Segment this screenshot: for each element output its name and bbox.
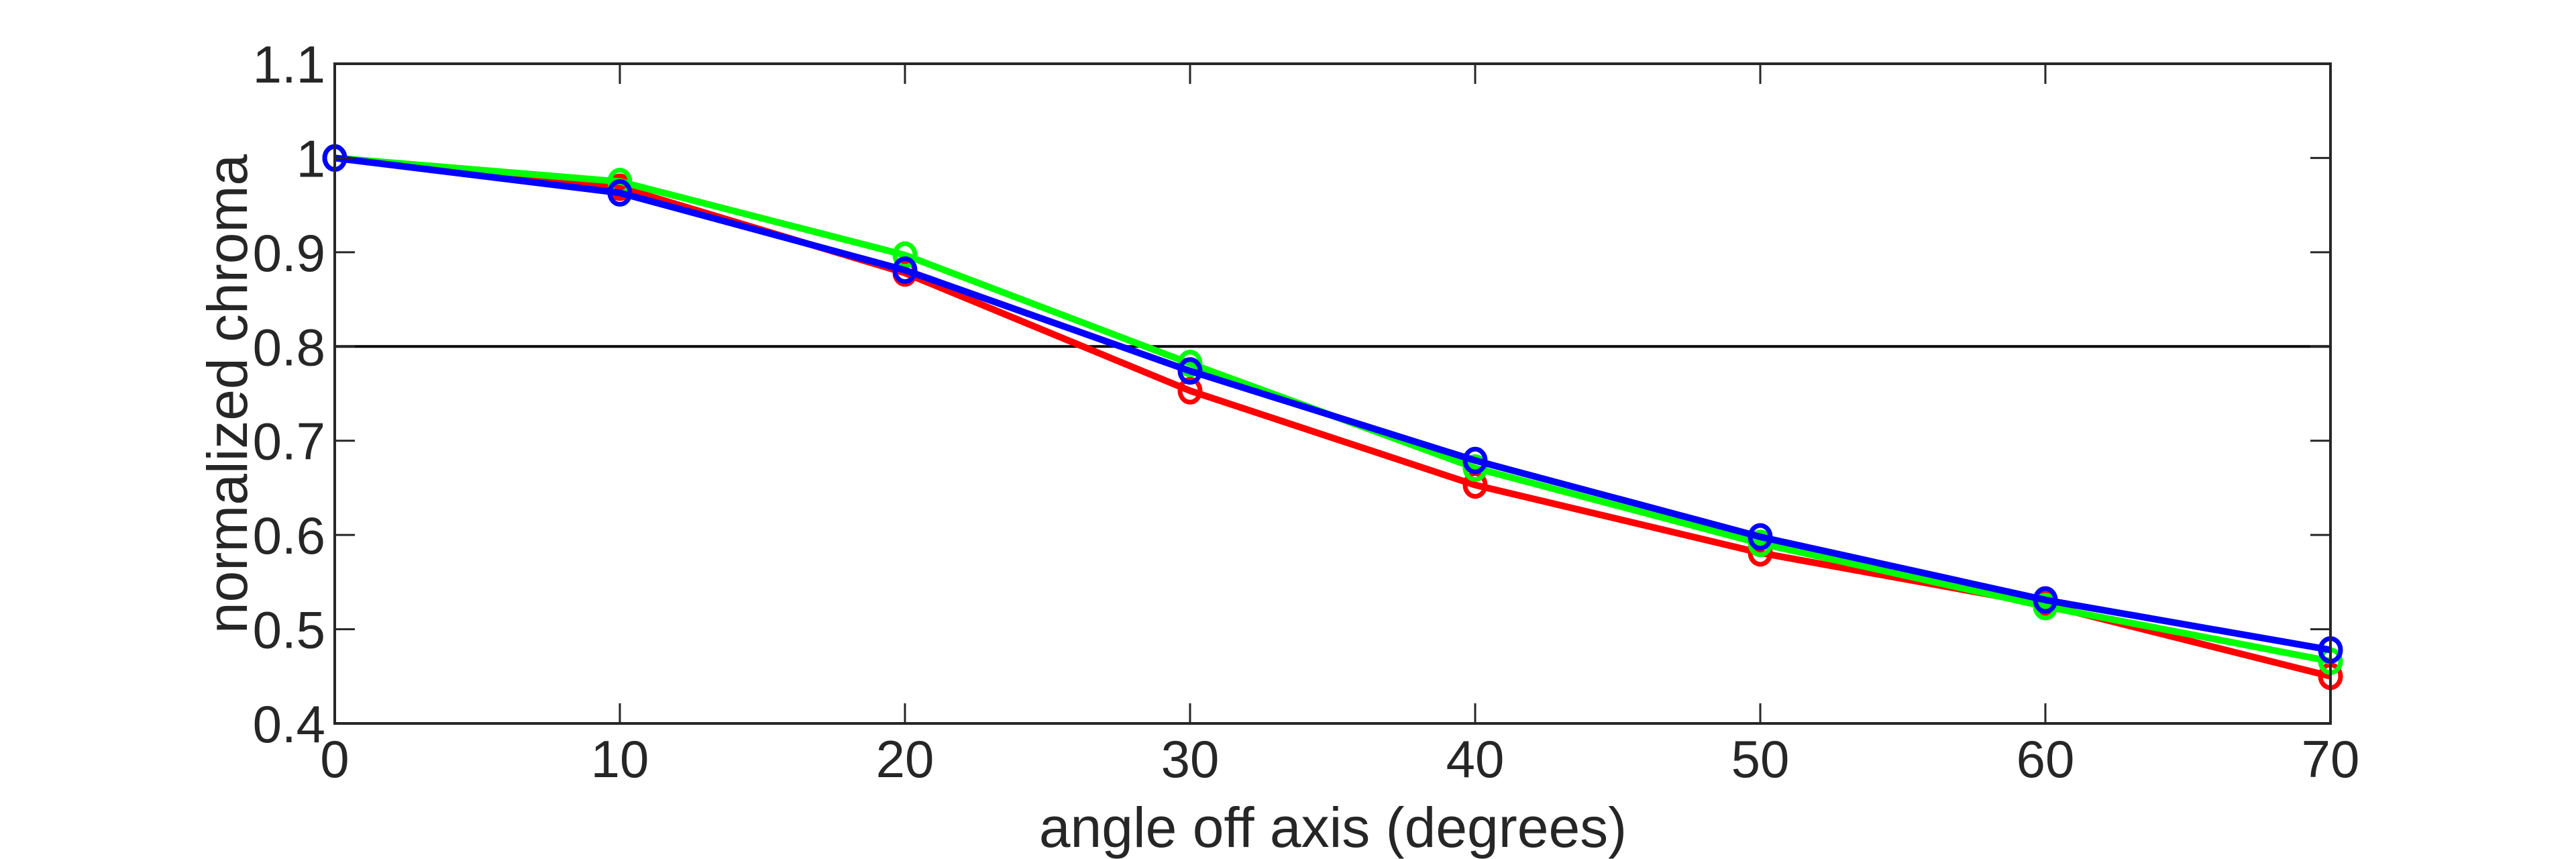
data-point-2-5: [1748, 523, 1773, 551]
data-point-2-6: [2033, 586, 2058, 614]
x-tick-label: 70: [2302, 729, 2360, 789]
axes: 0 10 20 30 40 50 60 70 0.4 0.5 0.6 0.7 0.8 0.9 1 1.1: [253, 35, 2360, 789]
x-tick-label: 20: [876, 729, 934, 789]
series-line-2: [334, 154, 2331, 654]
series-line-1: [334, 154, 2331, 665]
y-tick-label: 0.4: [253, 695, 325, 754]
y-tick-label: 0.8: [253, 317, 325, 376]
y-tick-label: 0.7: [253, 412, 325, 471]
x-tick-label: 0: [320, 729, 349, 789]
plot-area: [322, 144, 2343, 691]
data-point-1-2: [892, 241, 918, 269]
y-tick-label: 0.9: [253, 223, 325, 283]
data-point-0-3: [1177, 376, 1203, 405]
data-point-2-2: [892, 256, 918, 285]
axes-box: [333, 62, 2332, 725]
x-tick-label: 40: [1446, 729, 1505, 789]
x-tick-label: 30: [1161, 729, 1220, 789]
x-tick-label: 60: [2017, 729, 2075, 789]
data-point-2-3: [1177, 357, 1203, 385]
y-tick-label: 1.1: [253, 35, 325, 94]
data-point-2-4: [1462, 446, 1488, 474]
data-point-2-1: [607, 179, 633, 207]
y-tick-label: 0.5: [253, 601, 325, 660]
y-tick-label: 1: [297, 129, 325, 188]
y-axis-label: normalized chroma: [196, 154, 259, 634]
x-tick-label: 10: [591, 729, 649, 789]
y-tick-label: 0.6: [253, 506, 325, 565]
x-tick-label: 50: [1731, 729, 1790, 789]
x-axis-label: angle off axis (degrees): [1039, 796, 1627, 859]
